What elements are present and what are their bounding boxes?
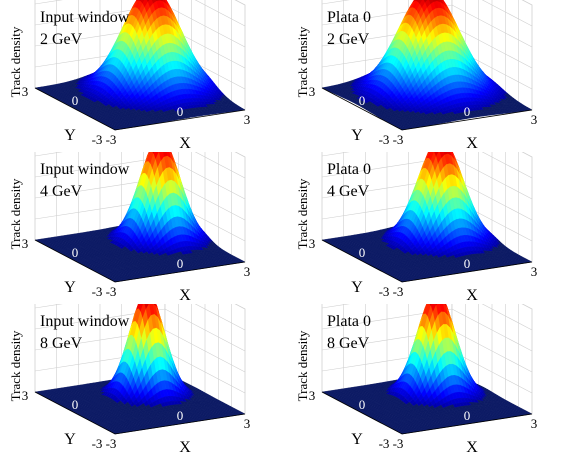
y-tick-label: 3 bbox=[22, 388, 29, 403]
plot-title-line1: Plata 0 bbox=[327, 161, 371, 178]
axis-edge bbox=[34, 239, 246, 283]
z-axis-label: Track density bbox=[8, 178, 23, 249]
y-tick-label: -3 bbox=[379, 132, 390, 147]
x-tick-label: 3 bbox=[531, 264, 538, 279]
x-axis-label: X bbox=[179, 135, 191, 152]
y-tick-label: 3 bbox=[309, 388, 316, 403]
y-tick-label: -3 bbox=[379, 284, 390, 299]
z-axis-label: Track density bbox=[295, 178, 310, 249]
z-axis-label: Track density bbox=[8, 330, 23, 401]
plot-title-line2: 4 GeV bbox=[40, 183, 83, 200]
y-tick-label: 3 bbox=[309, 236, 316, 251]
plot-title-line2: 2 GeV bbox=[40, 31, 83, 48]
x-tick-label: -3 bbox=[393, 132, 404, 147]
plot-title-line1: Input window bbox=[40, 9, 130, 26]
z-axis-label: Track density bbox=[8, 26, 23, 97]
x-tick-label: 0 bbox=[177, 256, 184, 271]
x-axis-label: X bbox=[466, 135, 478, 152]
axis-edge bbox=[321, 239, 533, 283]
z-axis-label: Track density bbox=[295, 26, 310, 97]
plot-title-line1: Plata 0 bbox=[327, 9, 371, 26]
axis-edge bbox=[321, 87, 533, 131]
y-tick-label: 0 bbox=[359, 397, 366, 412]
y-tick-label: 3 bbox=[22, 236, 29, 251]
x-tick-label: 0 bbox=[464, 408, 471, 423]
y-tick-label: -3 bbox=[92, 436, 103, 451]
x-tick-label: -3 bbox=[106, 436, 117, 451]
surface-mesh bbox=[321, 0, 533, 131]
x-tick-label: 0 bbox=[464, 256, 471, 271]
y-axis-label: Y bbox=[64, 431, 76, 448]
surface-mesh bbox=[321, 304, 533, 435]
surface-mesh bbox=[321, 152, 533, 283]
x-tick-label: -3 bbox=[106, 132, 117, 147]
surface-plot-panel: -3 0 3 -3 0 3 X Y Track density Plata 0 2 GeV bbox=[295, 0, 538, 152]
x-axis-label: X bbox=[466, 287, 478, 304]
y-axis-label: Y bbox=[64, 279, 76, 296]
y-axis-label: Y bbox=[351, 127, 363, 144]
y-tick-label: 0 bbox=[359, 245, 366, 260]
axis-edge bbox=[321, 391, 533, 435]
y-tick-label: -3 bbox=[379, 436, 390, 451]
plot-title-line2: 8 GeV bbox=[40, 335, 83, 352]
surface-plot-panel: -3 0 3 -3 0 3 X Y Track density Plata 0 4 GeV bbox=[295, 152, 538, 304]
y-tick-label: 0 bbox=[72, 397, 79, 412]
surface-plot-panel: -3 0 3 -3 0 3 X Y Track density Input window 2 GeV bbox=[8, 0, 251, 152]
plot-title-line1: Input window bbox=[40, 313, 130, 330]
y-axis-label: Y bbox=[351, 431, 363, 448]
plot-title-line2: 4 GeV bbox=[327, 183, 370, 200]
x-axis-label: X bbox=[466, 439, 478, 456]
y-tick-label: 0 bbox=[359, 93, 366, 108]
y-tick-label: 0 bbox=[72, 93, 79, 108]
surface-plot-panel: -3 0 3 -3 0 3 X Y Track density Input window 4 GeV bbox=[8, 152, 251, 304]
x-tick-label: 3 bbox=[244, 112, 251, 127]
surface-mesh bbox=[34, 304, 246, 435]
axis-edge bbox=[34, 391, 246, 435]
y-tick-label: 0 bbox=[72, 245, 79, 260]
surface-plot-panel: -3 0 3 -3 0 3 X Y Track density Input window 8 GeV bbox=[8, 304, 251, 456]
x-axis-label: X bbox=[179, 439, 191, 456]
y-axis-label: Y bbox=[64, 127, 76, 144]
x-tick-label: 3 bbox=[531, 112, 538, 127]
y-tick-label: 3 bbox=[309, 84, 316, 99]
surface-mesh bbox=[34, 152, 246, 283]
plot-title-line2: 8 GeV bbox=[327, 335, 370, 352]
x-tick-label: -3 bbox=[393, 284, 404, 299]
x-axis-label: X bbox=[179, 287, 191, 304]
x-tick-label: -3 bbox=[393, 436, 404, 451]
x-tick-label: 3 bbox=[531, 416, 538, 431]
x-tick-label: 3 bbox=[244, 264, 251, 279]
plot-title-line1: Input window bbox=[40, 161, 130, 178]
x-tick-label: -3 bbox=[106, 284, 117, 299]
x-tick-label: 0 bbox=[464, 104, 471, 119]
x-tick-label: 3 bbox=[244, 416, 251, 431]
z-axis-label: Track density bbox=[295, 330, 310, 401]
plot-title-line1: Plata 0 bbox=[327, 313, 371, 330]
x-tick-label: 0 bbox=[177, 104, 184, 119]
axis-edge bbox=[34, 87, 246, 131]
y-tick-label: 3 bbox=[22, 84, 29, 99]
surface-plot-panel: -3 0 3 -3 0 3 X Y Track density Plata 0 8 GeV bbox=[295, 304, 538, 456]
plot-title-line2: 2 GeV bbox=[327, 31, 370, 48]
y-axis-label: Y bbox=[351, 279, 363, 296]
y-tick-label: -3 bbox=[92, 284, 103, 299]
y-tick-label: -3 bbox=[92, 132, 103, 147]
x-tick-label: 0 bbox=[177, 408, 184, 423]
